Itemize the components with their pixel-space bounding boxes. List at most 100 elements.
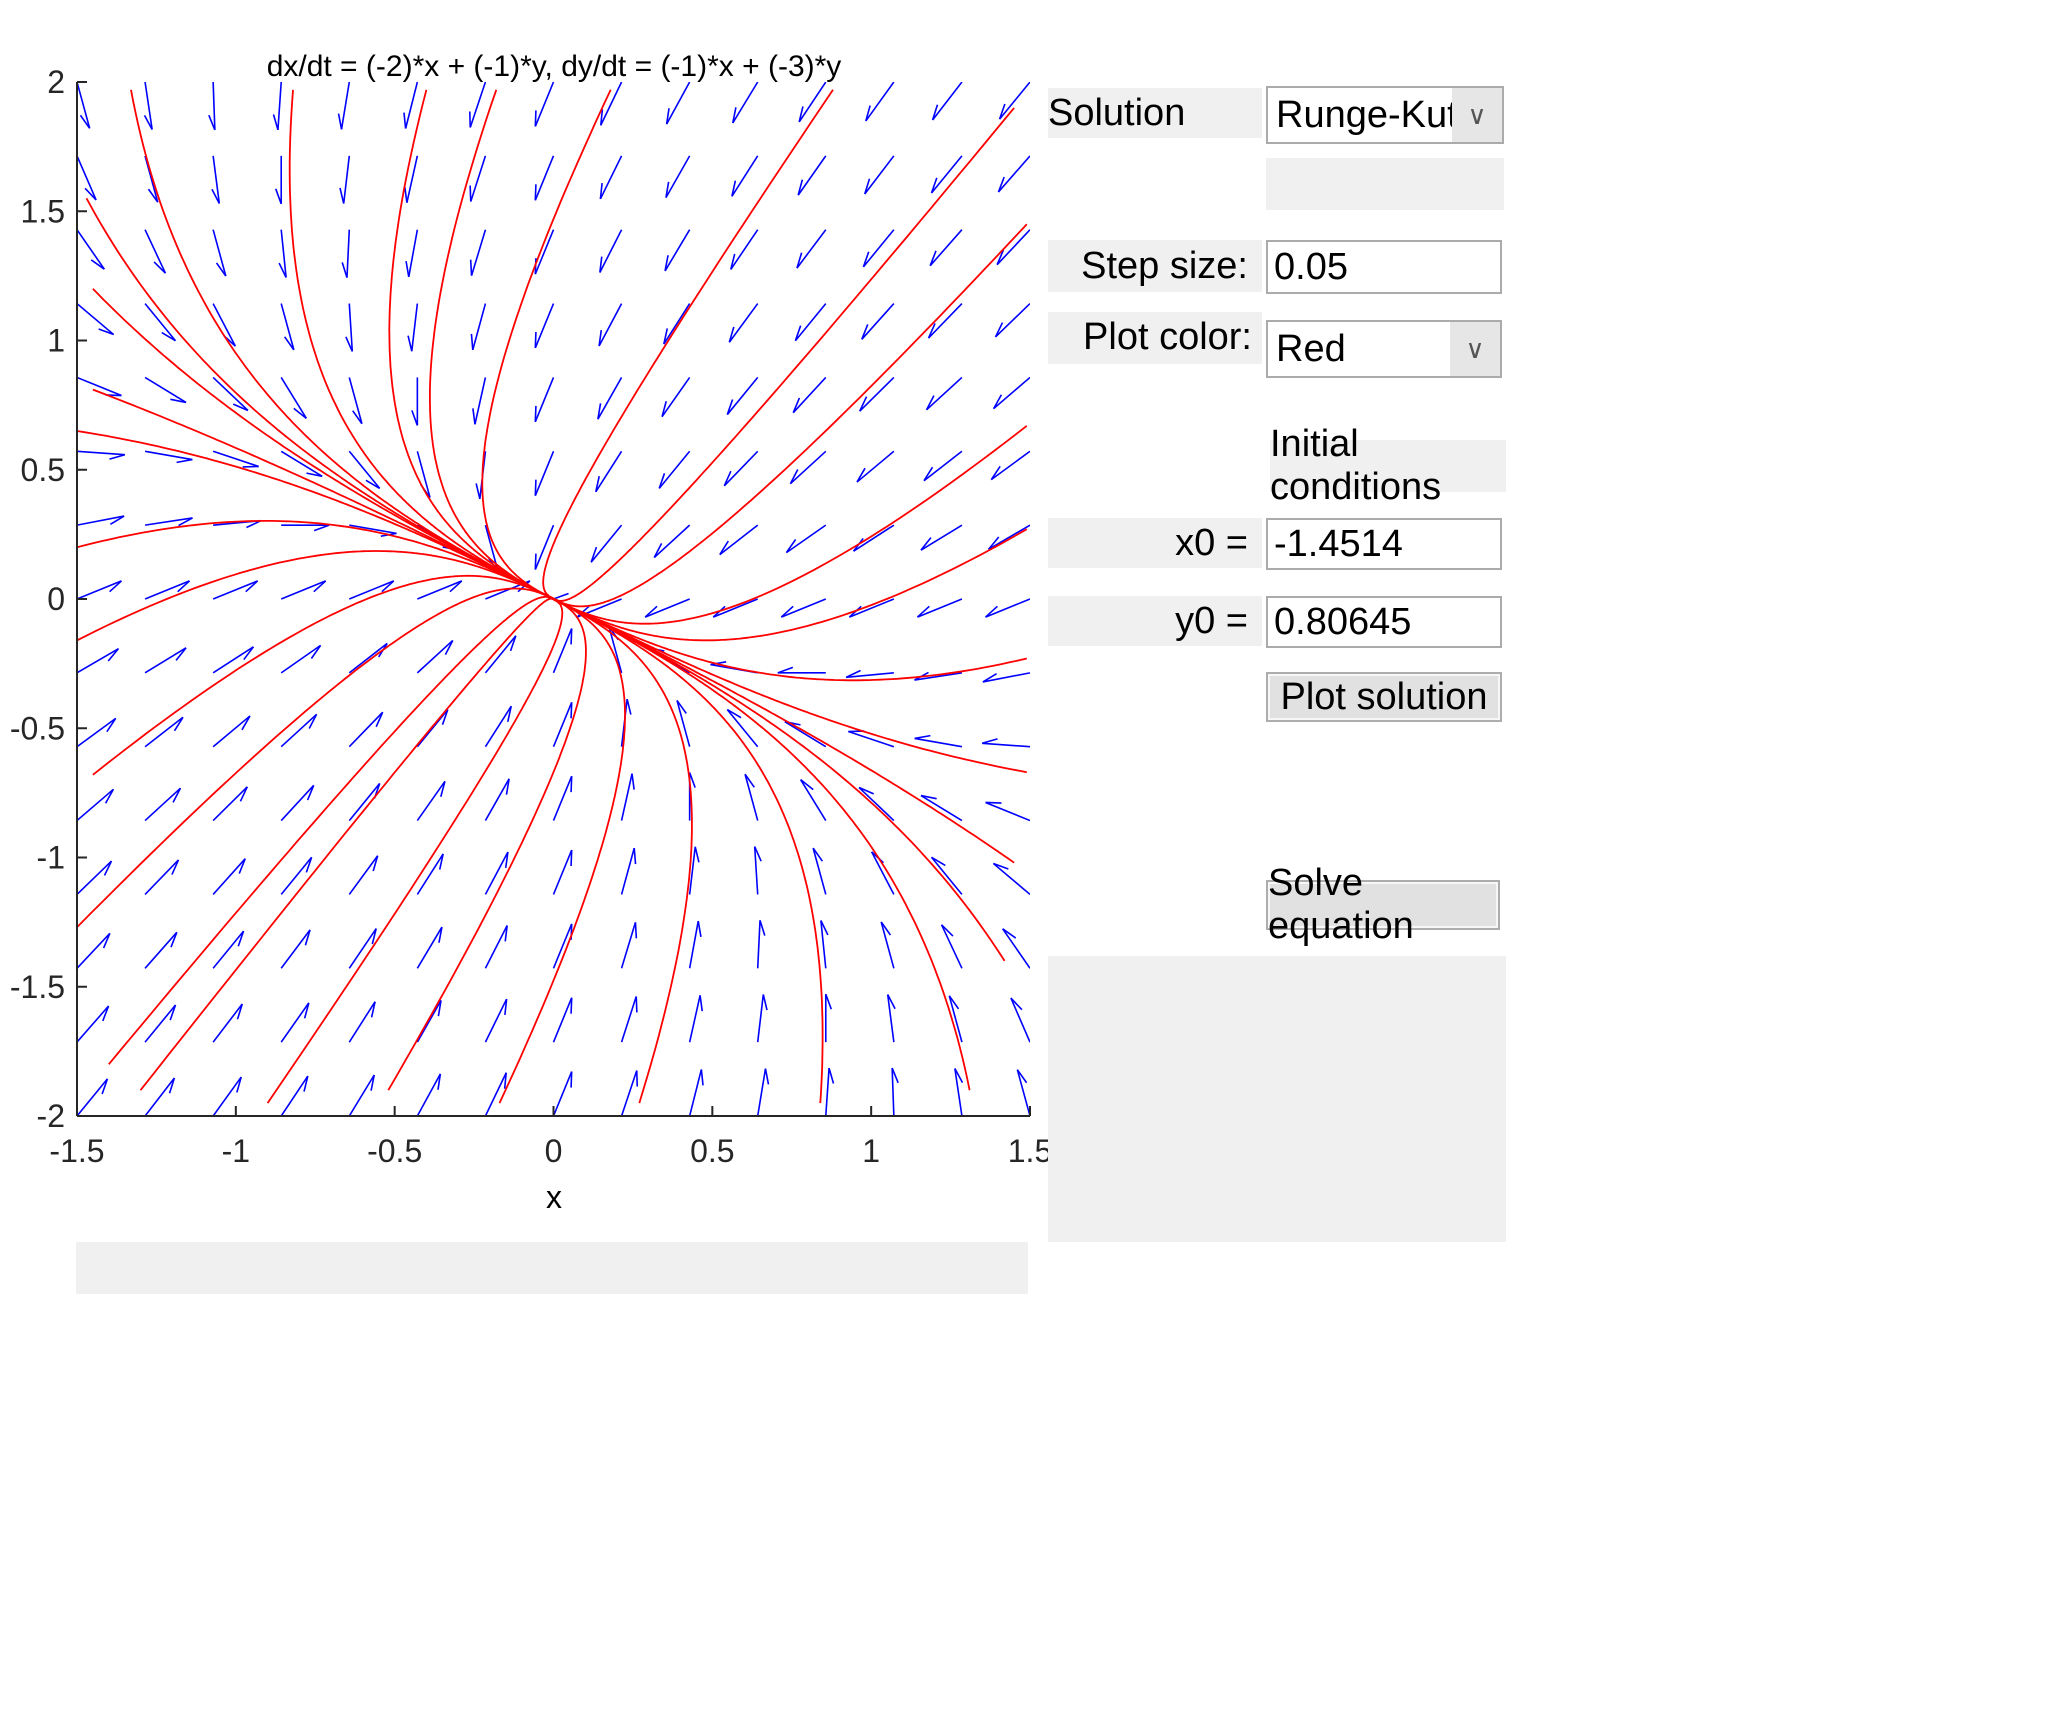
vector-arrow	[212, 580, 259, 600]
plot-solution-button[interactable]: Plot solution	[1266, 672, 1502, 722]
vector-arrow	[484, 635, 517, 674]
vector-arrow	[798, 82, 827, 123]
vector-arrow	[553, 592, 569, 600]
solve-equation-button[interactable]: Solve equation	[1266, 862, 1500, 947]
vector-arrow	[144, 716, 184, 748]
vector-arrow	[144, 450, 193, 464]
vector-arrow	[688, 995, 703, 1043]
phase-portrait-plot[interactable]: -1.5 -1 -0.5 0 0.5 1 1.521.510.50-0.5-1-1.5-2 …	[0, 0, 1560, 1731]
vector-arrow	[416, 999, 442, 1043]
vector-arrow	[982, 672, 1030, 683]
trajectory-curve	[130, 89, 554, 600]
vector-arrow	[1010, 997, 1030, 1043]
vector-arrow	[212, 376, 249, 412]
trajectory-curve	[553, 598, 1006, 962]
vector-arrow	[77, 1078, 109, 1116]
vector-arrow	[726, 376, 759, 416]
vector-arrow	[870, 851, 895, 895]
trajectory-curve	[553, 598, 824, 1104]
vector-arrow	[208, 82, 216, 131]
vector-arrow	[278, 229, 287, 278]
x-tick-label: -1.5	[49, 1133, 104, 1169]
vector-arrow	[144, 931, 178, 969]
vector-arrow	[405, 229, 419, 278]
y0-input[interactable]: 0.80645	[1266, 596, 1502, 648]
vector-arrow	[348, 1001, 376, 1043]
vector-arrow	[620, 1070, 639, 1116]
vector-arrow	[348, 1074, 376, 1116]
step-size-label: Step size:	[1048, 240, 1262, 292]
vector-arrow	[470, 303, 487, 351]
vector-arrow	[280, 784, 315, 822]
vector-arrow	[931, 82, 963, 121]
vector-arrow	[920, 794, 963, 822]
vector-arrow	[744, 773, 759, 821]
vector-arrow	[280, 644, 322, 674]
vector-arrow	[688, 1069, 704, 1116]
vector-arrow	[484, 925, 508, 969]
vector-arrow	[845, 669, 894, 679]
vector-arrow	[552, 997, 573, 1043]
vector-arrow	[348, 782, 381, 822]
vector-arrow	[411, 377, 419, 426]
x-axis-label: x	[546, 1179, 562, 1215]
vector-arrow	[144, 859, 180, 895]
solution-method-select[interactable]: Runge-Kutta ∨	[1266, 86, 1504, 144]
vector-arrow	[212, 930, 245, 969]
chevron-down-icon[interactable]: ∨	[1450, 322, 1500, 376]
vector-arrow	[341, 229, 351, 278]
vector-arrow	[274, 155, 283, 205]
vector-arrow	[712, 598, 759, 618]
vector-arrow	[780, 598, 827, 618]
vector-arrow	[620, 922, 638, 969]
vector-arrow	[848, 598, 895, 618]
vector-arrow	[753, 846, 762, 895]
plot-color-select[interactable]: Red ∨	[1266, 320, 1502, 378]
y-tick-label: 1	[47, 323, 65, 359]
x0-input[interactable]: -1.4514	[1266, 518, 1502, 570]
vector-arrow	[212, 229, 227, 277]
vector-arrow	[880, 921, 895, 969]
vector-arrow	[144, 647, 187, 674]
y-tick-label: -1	[37, 840, 65, 876]
vector-arrow	[484, 1072, 508, 1116]
vector-arrow	[676, 699, 691, 747]
vector-arrow	[212, 715, 251, 748]
plot-color-label: Plot color:	[1048, 312, 1262, 364]
vector-arrow	[469, 229, 487, 276]
vector-arrow	[280, 303, 295, 351]
vector-arrow	[348, 580, 395, 600]
vector-arrow	[599, 82, 623, 126]
vector-arrow	[77, 82, 91, 129]
vector-arrow	[77, 302, 115, 336]
y-tick-label: -2	[37, 1098, 65, 1134]
vector-arrow	[862, 229, 895, 268]
step-size-input[interactable]: 0.05	[1266, 240, 1502, 294]
vector-arrow	[337, 82, 351, 130]
vector-arrow	[143, 82, 153, 130]
vector-arrow	[484, 998, 508, 1043]
y-tick-label: 2	[47, 64, 65, 100]
vector-arrow	[688, 846, 700, 895]
x0-label: x0 =	[1048, 518, 1262, 568]
vector-arrow	[665, 155, 691, 199]
y-tick-label: -0.5	[10, 710, 65, 746]
vector-arrow	[534, 450, 555, 497]
vector-arrow	[797, 155, 827, 196]
vector-arrow	[416, 709, 449, 748]
vector-arrow	[468, 82, 487, 128]
vector-arrow	[552, 775, 573, 821]
vector-arrow	[77, 932, 111, 969]
vector-arrow	[861, 303, 895, 340]
trajectory-curve	[542, 89, 834, 600]
vector-arrow	[77, 788, 115, 822]
vector-arrow	[1016, 1069, 1030, 1116]
vector-arrow	[280, 929, 311, 969]
vector-arrow	[794, 303, 827, 342]
vector-arrow	[552, 628, 573, 674]
y0-label: y0 =	[1048, 596, 1262, 646]
vector-arrow	[77, 515, 125, 526]
chevron-down-icon[interactable]: ∨	[1452, 88, 1502, 142]
vector-arrow	[865, 82, 895, 122]
vector-arrow	[756, 1068, 770, 1116]
